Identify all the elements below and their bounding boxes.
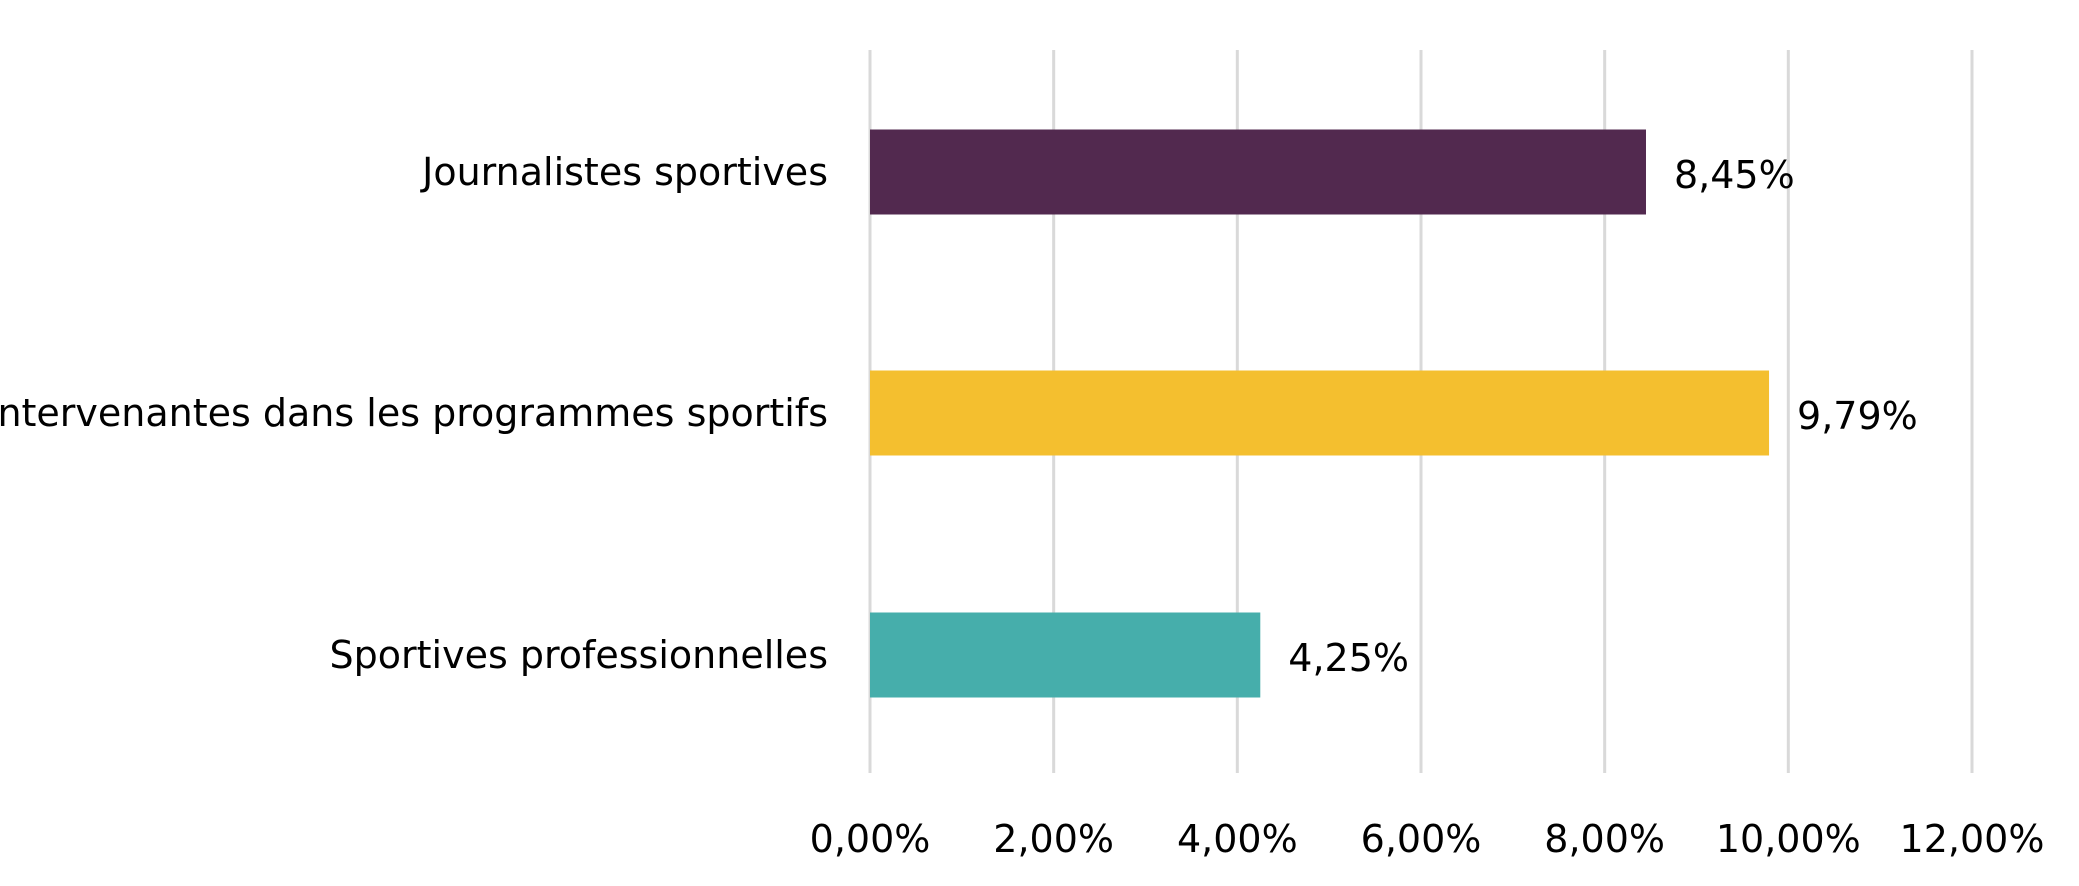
bar bbox=[870, 370, 1770, 456]
x-tick-label: 8,00% bbox=[1544, 817, 1665, 861]
category-label: Journalistes sportives bbox=[420, 150, 828, 194]
bars bbox=[870, 129, 1770, 698]
value-label: 8,45% bbox=[1674, 153, 1795, 197]
value-label: 4,25% bbox=[1288, 636, 1409, 680]
category-labels: Journalistes sportives Intervenantes dans… bbox=[0, 150, 828, 677]
category-label: Sportives professionnelles bbox=[330, 633, 828, 677]
x-tick-label: 2,00% bbox=[993, 817, 1114, 861]
x-tick-label: 4,00% bbox=[1177, 817, 1298, 861]
x-tick-label: 12,00% bbox=[1900, 817, 2045, 861]
value-labels: 8,45% 9,79% 4,25% bbox=[1288, 153, 1917, 680]
x-tick-label: 6,00% bbox=[1361, 817, 1482, 861]
category-label: Intervenantes dans les programmes sporti… bbox=[0, 391, 828, 435]
x-tick-label: 0,00% bbox=[810, 817, 931, 861]
x-tick-label: 10,00% bbox=[1716, 817, 1861, 861]
bar bbox=[870, 612, 1261, 698]
bar bbox=[870, 129, 1646, 215]
x-axis-tick-labels: 0,00% 2,00% 4,00% 6,00% 8,00% 10,00% 12,00% bbox=[810, 817, 2045, 861]
value-label: 9,79% bbox=[1797, 394, 1918, 438]
